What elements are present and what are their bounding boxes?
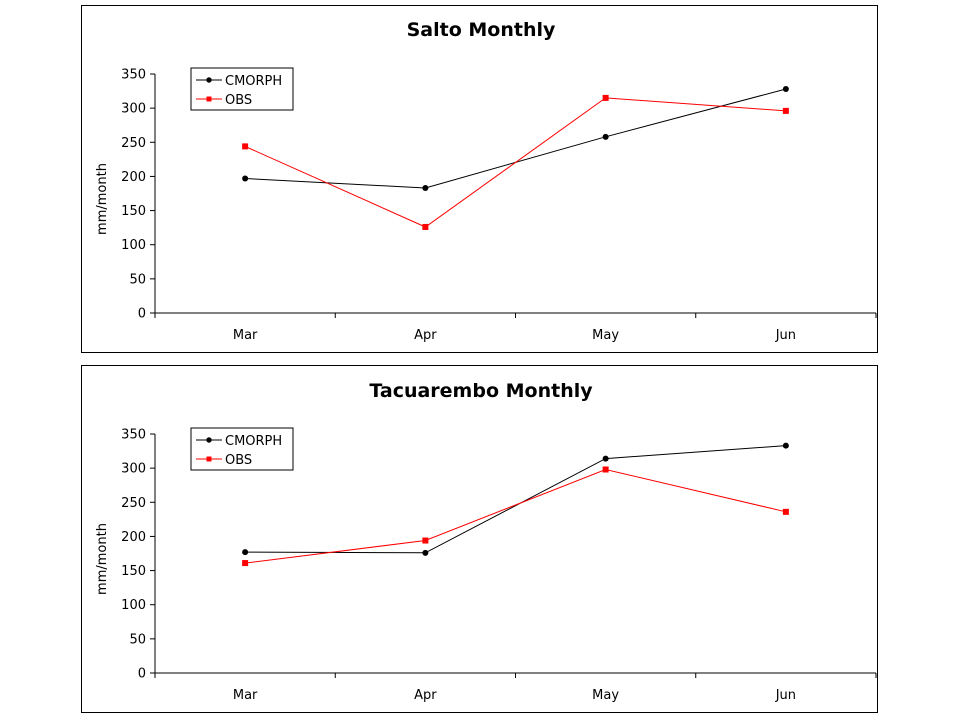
data-point-cmorph xyxy=(242,549,249,556)
chart-title: Tacuarembo Monthly xyxy=(369,380,593,402)
data-point-cmorph xyxy=(782,442,789,449)
data-point-obs xyxy=(242,560,249,567)
x-tick-label: May xyxy=(592,328,619,343)
legend-marker-obs xyxy=(206,96,212,102)
y-tick-label: 150 xyxy=(121,564,146,579)
plot-area: 0 50 100 150 200 250 300 350 Mar Apr May Jun xyxy=(121,68,877,343)
legend-box xyxy=(190,67,294,111)
x-tick-label: Apr xyxy=(414,688,437,703)
legend: CMORPH OBS xyxy=(190,427,294,471)
x-tick-label: Mar xyxy=(233,688,258,703)
y-axis-label: mm/month xyxy=(95,163,110,235)
data-point-cmorph xyxy=(602,133,609,140)
legend-marker-cmorph xyxy=(206,77,212,83)
x-tick-label: Mar xyxy=(233,328,258,343)
legend-box xyxy=(190,427,294,471)
data-point-obs xyxy=(782,107,789,114)
plot-area: 0 50 100 150 200 250 300 350 Mar Apr May Jun xyxy=(121,428,877,703)
data-point-obs xyxy=(602,94,609,101)
x-tick-label: Apr xyxy=(414,328,437,343)
x-tick-label: Jun xyxy=(775,328,796,343)
salto-chart-svg: Salto Monthly mm/month CMORPH OBS 0 50 100… xyxy=(95,19,877,343)
x-tick-label: May xyxy=(592,688,619,703)
data-point-obs xyxy=(422,537,429,544)
y-tick-label: 250 xyxy=(121,136,146,151)
y-axis-label: mm/month xyxy=(95,523,110,595)
y-tick-label: 100 xyxy=(121,238,146,253)
tacuarembo-chart: Tacuarembo Monthly mm/month CMORPH OBS 0… xyxy=(81,365,878,713)
legend-marker-obs xyxy=(206,456,212,462)
data-point-obs xyxy=(602,466,609,473)
data-point-obs xyxy=(242,143,249,150)
y-tick-label: 350 xyxy=(121,68,146,83)
y-tick-label: 350 xyxy=(121,428,146,443)
series-line-cmorph xyxy=(245,88,787,189)
legend-marker-cmorph xyxy=(206,437,212,443)
y-tick-label: 300 xyxy=(121,102,146,117)
data-point-cmorph xyxy=(782,86,789,93)
series-line-obs xyxy=(245,468,787,564)
legend-label-obs: OBS xyxy=(225,93,252,108)
data-point-obs xyxy=(782,508,789,515)
legend-label-cmorph: CMORPH xyxy=(225,434,282,449)
y-tick-label: 300 xyxy=(121,462,146,477)
y-tick-label: 200 xyxy=(121,170,146,185)
legend-label-obs: OBS xyxy=(225,453,252,468)
data-point-cmorph xyxy=(242,175,249,182)
series-line-obs xyxy=(244,97,786,228)
y-tick-label: 150 xyxy=(121,204,146,219)
legend: CMORPH OBS xyxy=(190,67,294,111)
y-tick-label: 0 xyxy=(138,667,146,682)
data-point-obs xyxy=(422,223,429,230)
tacuarembo-chart-svg: Tacuarembo Monthly mm/month CMORPH OBS 0… xyxy=(95,380,877,703)
data-point-cmorph xyxy=(602,455,609,462)
x-tick-label: Jun xyxy=(775,688,796,703)
y-tick-label: 50 xyxy=(129,632,146,647)
salto-chart: Salto Monthly mm/month CMORPH OBS 0 50 100… xyxy=(81,5,878,353)
y-tick-label: 200 xyxy=(121,530,146,545)
chart-title: Salto Monthly xyxy=(407,19,556,41)
legend-label-cmorph: CMORPH xyxy=(225,74,282,89)
y-tick-label: 0 xyxy=(138,307,146,322)
y-tick-label: 50 xyxy=(129,272,146,287)
series-line-cmorph xyxy=(245,445,786,554)
data-point-cmorph xyxy=(422,549,429,556)
data-point-cmorph xyxy=(422,185,429,192)
y-tick-label: 250 xyxy=(121,496,146,511)
y-tick-label: 100 xyxy=(121,598,146,613)
